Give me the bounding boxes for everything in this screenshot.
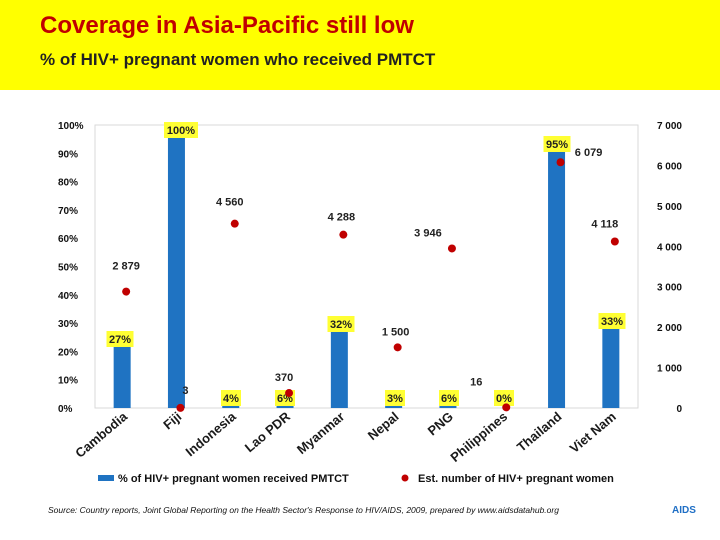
point-data-label: 4 560 <box>216 197 244 209</box>
x-tick-label: Fiji <box>160 409 184 433</box>
title-banner <box>0 0 720 90</box>
y-left-tick-label: 100% <box>58 121 84 132</box>
y-left-tick-label: 40% <box>58 291 78 302</box>
bar-data-label: 4% <box>223 393 239 405</box>
bar-data-label: 6% <box>441 393 457 405</box>
plot-area <box>94 124 639 409</box>
y-right-tick-label: 5 000 <box>657 202 682 213</box>
bar <box>602 314 620 408</box>
point-data-label: 370 <box>275 372 293 384</box>
bar-label-box <box>598 313 626 329</box>
x-tick-label: Indonesia <box>183 408 240 459</box>
bar-data-label: 33% <box>601 316 623 328</box>
scatter-point <box>122 287 131 296</box>
point-data-label: 4 118 <box>591 219 618 231</box>
y-left-tick-label: 10% <box>58 376 78 387</box>
scatter-point <box>556 158 565 167</box>
bar-label-box <box>164 122 198 138</box>
bar-data-label: 95% <box>546 139 568 151</box>
x-tick-label: Viet Nam <box>567 409 619 456</box>
bar-label-box <box>439 390 459 406</box>
x-tick-label: Thailand <box>514 409 565 455</box>
x-tick-label: Myanmar <box>294 409 347 457</box>
scatter-point <box>339 230 348 239</box>
point-data-label: 3 946 <box>414 227 442 239</box>
aids-logo-text: AIDS <box>672 505 696 516</box>
bar-label-box <box>106 331 134 347</box>
y-left-tick-label: 70% <box>58 206 78 217</box>
bar-data-label: 3% <box>387 393 403 405</box>
y-left-tick-label: 60% <box>58 234 78 245</box>
y-right-tick-label: 0 <box>676 404 682 415</box>
scatter-point <box>176 403 185 412</box>
bar-data-label: 27% <box>109 334 131 346</box>
y-left-tick-label: 30% <box>58 319 78 330</box>
y-left-tick-label: 80% <box>58 178 78 189</box>
bar-data-label: 100% <box>167 125 195 137</box>
point-data-label: 1 500 <box>382 326 410 338</box>
y-right-tick-label: 1 000 <box>657 364 682 375</box>
legend-dot-swatch <box>401 474 409 482</box>
bar <box>113 331 131 408</box>
x-tick-label: PNG <box>425 409 456 439</box>
scatter-point <box>502 403 511 412</box>
point-data-label: 2 879 <box>112 261 140 273</box>
scatter-point <box>230 219 239 228</box>
y-left-tick-label: 50% <box>58 263 78 274</box>
page-subtitle: % of HIV+ pregnant women who received PM… <box>40 50 436 69</box>
bar-data-label: 0% <box>496 393 512 405</box>
legend-dot-label: Est. number of HIV+ pregnant women <box>418 473 614 485</box>
y-left-tick-label: 0% <box>58 404 73 415</box>
source-note: Source: Country reports, Joint Global Re… <box>48 505 559 515</box>
scatter-point <box>285 389 294 398</box>
scatter-point <box>393 343 402 352</box>
scatter-point <box>447 244 456 253</box>
y-right-tick-label: 7 000 <box>657 121 682 132</box>
y-right-tick-label: 4 000 <box>657 242 682 253</box>
legend-bar-swatch <box>98 475 114 481</box>
y-left-tick-label: 90% <box>58 149 78 160</box>
bar-label-box <box>221 390 241 406</box>
y-left-tick-label: 20% <box>58 347 78 358</box>
x-tick-label: Philippines <box>447 409 510 465</box>
bar <box>548 139 566 408</box>
y-right-tick-label: 3 000 <box>657 283 682 294</box>
point-data-label: 3 <box>182 385 188 397</box>
point-data-label: 6 079 <box>575 147 603 159</box>
y-right-tick-label: 6 000 <box>657 161 682 172</box>
scatter-point <box>610 237 619 246</box>
y-right-tick-label: 2 000 <box>657 323 682 334</box>
x-tick-label: Cambodia <box>72 408 130 460</box>
legend-bar-label: % of HIV+ pregnant women received PMTCT <box>118 473 349 485</box>
bar-label-box <box>543 136 571 152</box>
point-data-label: 16 <box>470 376 482 388</box>
bar-label-box <box>327 316 355 332</box>
bar-data-label: 32% <box>330 319 352 331</box>
x-tick-label: Lao PDR <box>242 408 294 455</box>
x-tick-label: Nepal <box>365 409 402 443</box>
page-title: Coverage in Asia-Pacific still low <box>40 12 414 39</box>
bar <box>330 317 348 408</box>
bar <box>167 125 185 408</box>
bar-label-box <box>385 390 405 406</box>
bar-label-box <box>494 390 514 406</box>
point-data-label: 4 288 <box>328 212 356 224</box>
